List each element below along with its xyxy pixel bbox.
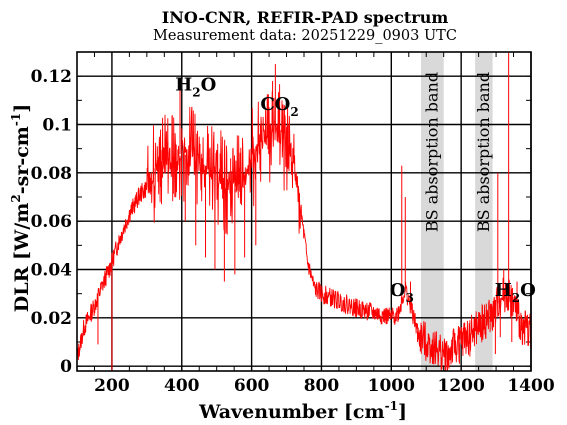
annotation-end: O: [201, 75, 217, 96]
annotation-main: H: [495, 280, 512, 301]
x-tick-label: 1000: [368, 376, 415, 396]
y-tick-label: 0.12: [31, 67, 72, 87]
spectrum-series: [77, 52, 531, 371]
y-tick-label: 0: [60, 357, 72, 377]
spectrum-group: [77, 52, 531, 371]
annotation-subscript: 3: [405, 291, 413, 305]
y-tick-label: 0.02: [31, 309, 72, 329]
chart-title: INO-CNR, REFIR-PAD spectrum: [162, 8, 449, 27]
y-tick-label: 0.08: [31, 164, 72, 184]
annotation-label: H2O: [495, 280, 536, 305]
absorption-bands: BS absorption band BS absorption band: [420, 52, 493, 371]
annotation-label: O3: [390, 280, 414, 305]
y-axis-label: DLR [W/m2-sr-cm-1]: [9, 104, 33, 312]
plot-frame: [76, 51, 532, 372]
grid-lines: [76, 52, 532, 371]
annotation-main: O: [390, 280, 406, 301]
y-tick-label: 0.1: [42, 116, 72, 136]
absorption-band: [420, 52, 444, 371]
band-label: BS absorption band: [422, 72, 441, 232]
annotation-subscript: 2: [290, 105, 298, 119]
annotation-end: O: [520, 280, 536, 301]
y-tick-label: 0.06: [31, 212, 72, 232]
spectrum-line: [77, 84, 531, 371]
absorption-band: [475, 52, 493, 371]
annotation-main: H: [175, 75, 192, 96]
y-tick-label: 0.04: [31, 261, 73, 281]
plot-border: [76, 51, 532, 372]
annotation-subscript: 2: [192, 86, 200, 100]
annotation-main: CO: [260, 94, 290, 115]
x-tick-labels: 200 400 600 800 1000 1200 1400: [94, 376, 555, 396]
annotation-label: H2O: [175, 75, 216, 100]
y-tick-labels: 0 0.02 0.04 0.06 0.08 0.1 0.12: [31, 67, 73, 377]
annotation-subscript: 2: [512, 291, 520, 305]
x-tick-label: 400: [164, 376, 200, 396]
chart-subtitle: Measurement data: 20251229_0903 UTC: [153, 28, 457, 44]
annotation-label: CO2: [260, 94, 298, 119]
band-label: BS absorption band: [474, 72, 493, 232]
x-tick-label: 200: [94, 376, 130, 396]
x-axis-label: Wavenumber [cm-1]: [198, 399, 407, 423]
x-tick-label: 1200: [437, 376, 484, 396]
x-tick-label: 1400: [507, 376, 554, 396]
x-tick-label: 800: [304, 376, 340, 396]
x-tick-label: 600: [234, 376, 270, 396]
